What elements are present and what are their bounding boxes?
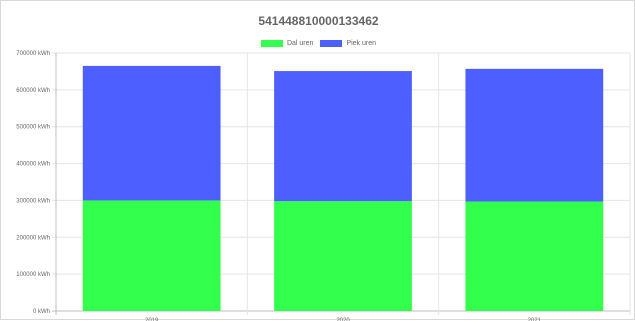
bar-dal-uren-2019 [82,200,221,311]
legend-swatch-piek-uren [320,40,343,47]
bar-piek-uren-2020 [274,71,412,202]
y-tick-label: 600000 kWh [16,88,50,94]
legend-item-piek-uren[interactable]: Piek uren [320,40,376,47]
legend-item-dal-uren[interactable]: Dal uren [260,40,314,47]
chart-title: 541448810000133462 [258,14,379,28]
y-tick-label: 200000 kWh [16,235,50,241]
y-tick-label: 0 kWh [33,309,50,315]
y-tick-label: 400000 kWh [16,162,50,168]
legend-swatch-dal-uren [260,40,283,47]
legend-label-dal-uren: Dal uren [286,40,314,47]
bar-piek-uren-2019 [82,65,221,201]
bar-dal-uren-2020 [274,201,412,311]
bar-dal-uren-2021 [465,201,604,311]
y-tick-label: 300000 kWh [16,198,50,204]
legend: Dal uren Piek uren [1,40,635,47]
legend-label-piek-uren: Piek uren [346,40,377,47]
bar-piek-uren-2021 [465,68,604,202]
y-tick-label: 700000 kWh [16,51,50,57]
y-tick-label: 100000 kWh [16,272,50,278]
y-tick-label: 500000 kWh [16,125,50,131]
